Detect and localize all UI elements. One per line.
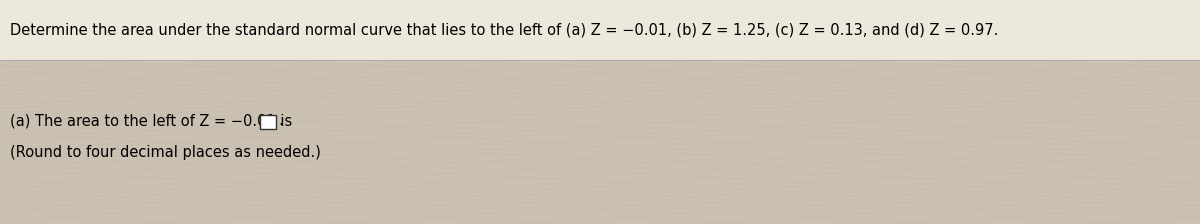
Bar: [260, 115, 276, 129]
Text: (Round to four decimal places as needed.): (Round to four decimal places as needed.…: [10, 144, 320, 159]
Bar: [0, 0, 1200, 60]
Text: Determine the area under the standard normal curve that lies to the left of (a) : Determine the area under the standard no…: [10, 23, 998, 38]
Text: .: .: [278, 114, 283, 129]
Text: (a) The area to the left of Z = −0.01 is: (a) The area to the left of Z = −0.01 is: [10, 114, 293, 129]
